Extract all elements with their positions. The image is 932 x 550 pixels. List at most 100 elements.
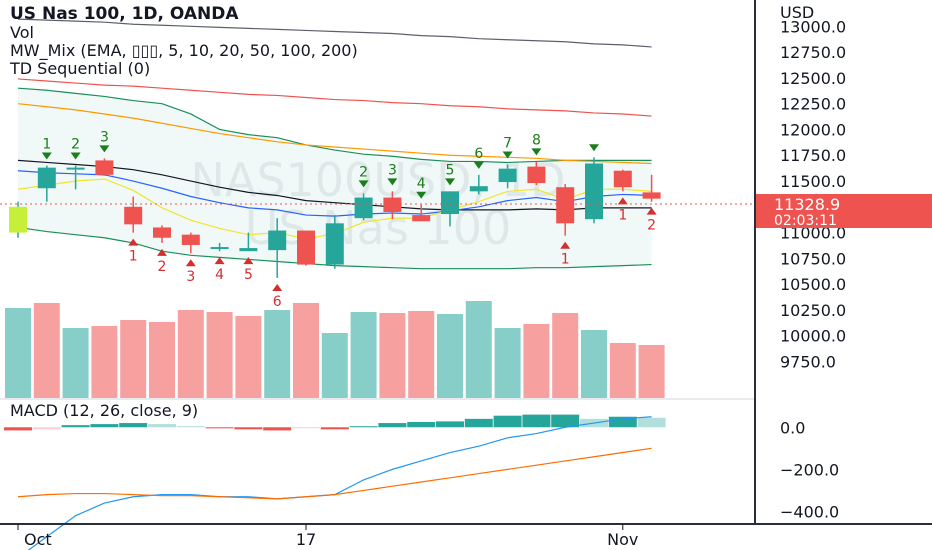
candle-body[interactable] <box>441 191 459 215</box>
td-sell-arrow <box>70 152 81 160</box>
td-sell-arrow <box>531 148 542 156</box>
candle-body[interactable] <box>325 223 344 265</box>
candle-body[interactable] <box>556 187 575 224</box>
candle-body[interactable] <box>66 167 85 170</box>
volume-bar <box>523 324 550 398</box>
price-tick-label: 10750.0 <box>780 249 846 268</box>
td-buy-arrow <box>214 257 225 265</box>
mw-mix-legend[interactable]: MW_Mix (EMA, ▯▯▯, 5, 10, 20, 50, 100, 20… <box>10 41 358 61</box>
td-sell-arrow <box>473 161 484 169</box>
candle-body[interactable] <box>469 186 488 192</box>
volume-bar <box>408 311 435 398</box>
td-buy-arrow <box>128 238 139 246</box>
volume-bar <box>91 326 118 398</box>
signal-line <box>17 447 652 500</box>
candle-body[interactable] <box>613 170 632 188</box>
candle-body[interactable] <box>95 160 114 175</box>
td-sell-count: 2 <box>359 164 368 180</box>
td-buy-arrow <box>617 197 628 205</box>
macd-tick-label: 0.0 <box>780 418 805 437</box>
td-buy-count: 4 <box>215 267 224 283</box>
candle-body[interactable] <box>268 230 287 251</box>
macd-histogram-bar <box>176 426 205 428</box>
macd-histogram-bar <box>263 427 292 431</box>
macd-histogram-bar <box>32 427 61 430</box>
band-fill <box>18 88 652 269</box>
macd-histogram-bar <box>378 423 407 428</box>
candle-body[interactable] <box>527 166 546 184</box>
td-sell-arrow <box>416 191 427 199</box>
candle-body[interactable] <box>642 192 661 199</box>
price-tick-label: 10500.0 <box>780 275 846 294</box>
band-upper-line <box>17 87 652 164</box>
price-tick-label: 11750.0 <box>780 146 846 165</box>
candle-body[interactable] <box>412 215 431 222</box>
macd-histogram-bar <box>292 427 320 429</box>
ema-line <box>17 103 652 165</box>
macd-histogram-bar <box>119 423 148 428</box>
volume-bar <box>379 313 406 398</box>
td-buy-arrow <box>243 257 254 265</box>
td-buy-arrow <box>646 207 657 215</box>
candle-body[interactable] <box>9 206 27 233</box>
volume-bar <box>581 330 607 398</box>
volume-bar <box>206 312 233 398</box>
candle-body[interactable] <box>153 227 171 238</box>
td-sell-arrow <box>41 152 52 160</box>
macd-histogram-bar <box>349 426 378 428</box>
volume-bar <box>5 308 31 398</box>
candle-body[interactable] <box>210 247 229 250</box>
macd-histogram-bar <box>493 415 522 428</box>
volume-bar <box>494 328 521 398</box>
td-buy-arrow <box>157 248 167 256</box>
macd-line <box>27 416 652 550</box>
volume-bar <box>321 333 348 398</box>
symbol-title[interactable]: US Nas 100, 1D, OANDA <box>10 4 239 24</box>
price-tick-label: 12000.0 <box>780 120 846 139</box>
macd-histogram-bar <box>464 418 493 428</box>
candle-body[interactable] <box>498 168 517 183</box>
td-sequential-legend[interactable]: TD Sequential (0) <box>9 59 150 78</box>
candle-body[interactable] <box>354 197 373 219</box>
macd-axis-ticks: 0.0 −200.0 −400.0 <box>780 418 839 521</box>
td-sell-arrow <box>589 144 599 152</box>
td-sell-arrow <box>99 145 110 153</box>
macd-histogram-bar <box>90 424 119 428</box>
td-sell-arrow <box>445 178 455 186</box>
volume-bar <box>552 313 579 398</box>
macd-histogram-bar <box>637 417 666 428</box>
candles-layer[interactable] <box>9 157 661 278</box>
vol-legend[interactable]: Vol <box>10 23 34 42</box>
price-tick-label: 10000.0 <box>780 327 846 346</box>
candle-body[interactable] <box>383 197 402 212</box>
price-tick-label: 9750.0 <box>780 353 836 372</box>
volume-bar <box>120 320 147 398</box>
price-tick-label: 12500.0 <box>780 69 846 88</box>
macd-histogram-bar <box>4 427 32 431</box>
candle-body[interactable] <box>297 230 315 265</box>
volume-bar <box>638 345 665 398</box>
macd-histogram-bar <box>205 427 234 429</box>
time-tick-label: 17 <box>296 530 316 549</box>
candle-body[interactable] <box>239 248 258 252</box>
price-tick-label: 11000.0 <box>780 224 846 243</box>
macd-histogram-bar <box>522 414 551 428</box>
macd-legend[interactable]: MACD (12, 26, close, 9) <box>10 401 198 420</box>
candle-body[interactable] <box>181 234 200 245</box>
candle-body[interactable] <box>37 167 56 189</box>
candle-body[interactable] <box>585 163 603 220</box>
macd-histogram-bar <box>320 427 349 430</box>
td-buy-count: 1 <box>618 207 627 223</box>
currency-label: USD <box>780 3 814 22</box>
td-sell-arrow <box>502 151 513 159</box>
candle-body[interactable] <box>124 206 143 225</box>
macd-tick-label: −200.0 <box>780 460 839 479</box>
price-tick-label: 13000.0 <box>780 17 846 36</box>
ema-line <box>17 159 652 211</box>
td-sell-count: 4 <box>417 176 426 192</box>
td-sell-count: 6 <box>474 146 483 162</box>
macd-histogram-bar <box>436 421 464 428</box>
volume-bar <box>149 322 175 398</box>
